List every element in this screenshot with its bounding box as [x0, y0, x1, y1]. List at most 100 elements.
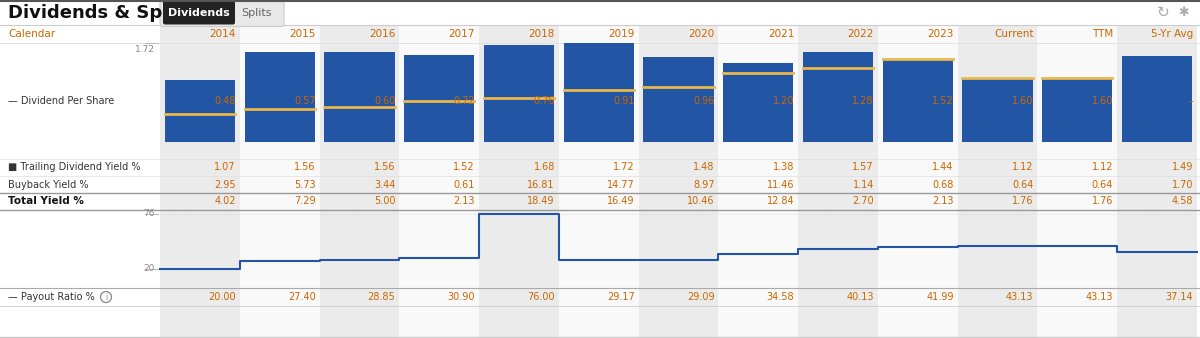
Text: 1.49: 1.49 — [1171, 163, 1193, 172]
Text: 18.49: 18.49 — [527, 196, 554, 207]
Text: 4.02: 4.02 — [215, 196, 235, 207]
Text: 3.44: 3.44 — [374, 179, 395, 190]
Text: 0.57: 0.57 — [294, 96, 316, 106]
Bar — [240, 0, 319, 338]
Text: 2021: 2021 — [768, 29, 794, 39]
Bar — [160, 0, 240, 338]
Bar — [878, 0, 958, 338]
Text: 0.61: 0.61 — [454, 179, 475, 190]
Text: Buyback Yield %: Buyback Yield % — [8, 179, 89, 190]
Bar — [559, 0, 638, 338]
Bar — [719, 0, 798, 338]
Text: 30.90: 30.90 — [448, 292, 475, 302]
Text: 1.28: 1.28 — [852, 96, 874, 106]
Bar — [479, 0, 559, 338]
Text: 4.58: 4.58 — [1171, 196, 1193, 207]
Bar — [1122, 56, 1193, 142]
Text: 1.72: 1.72 — [134, 45, 155, 54]
Text: 1.76: 1.76 — [1012, 196, 1033, 207]
Bar — [883, 59, 953, 142]
Text: 1.72: 1.72 — [613, 163, 635, 172]
Bar — [404, 54, 474, 142]
Text: 43.13: 43.13 — [1006, 292, 1033, 302]
Text: 27.40: 27.40 — [288, 292, 316, 302]
Text: 2.95: 2.95 — [214, 179, 235, 190]
Text: ✱: ✱ — [1177, 6, 1188, 19]
Text: 1.44: 1.44 — [932, 163, 954, 172]
Text: 16.81: 16.81 — [527, 179, 554, 190]
Text: 8.97: 8.97 — [692, 179, 714, 190]
Text: ↻: ↻ — [1157, 5, 1169, 20]
Text: 29.09: 29.09 — [686, 292, 714, 302]
Text: 0.76: 0.76 — [533, 96, 554, 106]
Text: 1.60: 1.60 — [1092, 96, 1114, 106]
Text: 1.60: 1.60 — [1012, 96, 1033, 106]
Text: 2.13: 2.13 — [932, 196, 954, 207]
Text: 1.48: 1.48 — [694, 163, 714, 172]
FancyBboxPatch shape — [160, 0, 284, 26]
Bar — [958, 0, 1038, 338]
Text: Splits: Splits — [241, 7, 272, 18]
Text: 0.60: 0.60 — [374, 96, 395, 106]
Text: 2018: 2018 — [528, 29, 554, 39]
Text: 2015: 2015 — [289, 29, 316, 39]
Text: i: i — [104, 292, 107, 301]
Text: 2016: 2016 — [368, 29, 395, 39]
Text: 7.29: 7.29 — [294, 196, 316, 207]
Text: 20.00: 20.00 — [208, 292, 235, 302]
Text: 76: 76 — [144, 210, 155, 218]
Text: 2.13: 2.13 — [454, 196, 475, 207]
Text: 0.48: 0.48 — [215, 96, 235, 106]
Text: Calendar: Calendar — [8, 29, 55, 39]
Text: 16.49: 16.49 — [607, 196, 635, 207]
Text: 2022: 2022 — [847, 29, 874, 39]
Text: 0.72: 0.72 — [454, 96, 475, 106]
Text: 1.57: 1.57 — [852, 163, 874, 172]
Text: 5-Yr Avg: 5-Yr Avg — [1151, 29, 1193, 39]
Bar — [803, 52, 874, 142]
Text: Total Yield %: Total Yield % — [8, 196, 84, 207]
Text: 1.70: 1.70 — [1171, 179, 1193, 190]
Bar — [1117, 0, 1198, 338]
Text: 0.68: 0.68 — [932, 179, 954, 190]
Bar — [324, 52, 395, 142]
Bar — [484, 45, 554, 142]
Text: 76.00: 76.00 — [527, 292, 554, 302]
Text: TTM: TTM — [1092, 29, 1114, 39]
Text: 0.64: 0.64 — [1092, 179, 1114, 190]
Bar — [400, 0, 479, 338]
Text: 1.56: 1.56 — [294, 163, 316, 172]
Text: 2019: 2019 — [608, 29, 635, 39]
Text: 1.12: 1.12 — [1092, 163, 1114, 172]
Bar — [1043, 77, 1112, 142]
Bar — [798, 0, 878, 338]
Text: 2.70: 2.70 — [852, 196, 874, 207]
Bar — [564, 43, 634, 142]
Text: 2014: 2014 — [209, 29, 235, 39]
Text: Current: Current — [994, 29, 1033, 39]
Text: 29.17: 29.17 — [607, 292, 635, 302]
Text: — Dividend Per Share: — Dividend Per Share — [8, 96, 114, 106]
Text: 1.56: 1.56 — [374, 163, 395, 172]
Text: 1.07: 1.07 — [215, 163, 235, 172]
Text: 34.58: 34.58 — [767, 292, 794, 302]
Text: 40.13: 40.13 — [846, 292, 874, 302]
Text: 1.52: 1.52 — [932, 96, 954, 106]
Text: 20: 20 — [144, 264, 155, 273]
Bar — [319, 0, 400, 338]
Text: 0.91: 0.91 — [613, 96, 635, 106]
Text: 2023: 2023 — [928, 29, 954, 39]
Text: Dividends & Splits: Dividends & Splits — [8, 3, 193, 22]
Text: –: – — [1188, 96, 1193, 106]
Text: 2017: 2017 — [449, 29, 475, 39]
Text: 1.52: 1.52 — [454, 163, 475, 172]
Text: 1.38: 1.38 — [773, 163, 794, 172]
Bar — [962, 77, 1033, 142]
Bar — [245, 52, 314, 142]
Text: 41.99: 41.99 — [926, 292, 954, 302]
Text: ■ Trailing Dividend Yield %: ■ Trailing Dividend Yield % — [8, 163, 140, 172]
Text: 1.68: 1.68 — [534, 163, 554, 172]
Text: 11.46: 11.46 — [767, 179, 794, 190]
Text: — Payout Ratio %: — Payout Ratio % — [8, 292, 95, 302]
Text: 5.00: 5.00 — [374, 196, 395, 207]
